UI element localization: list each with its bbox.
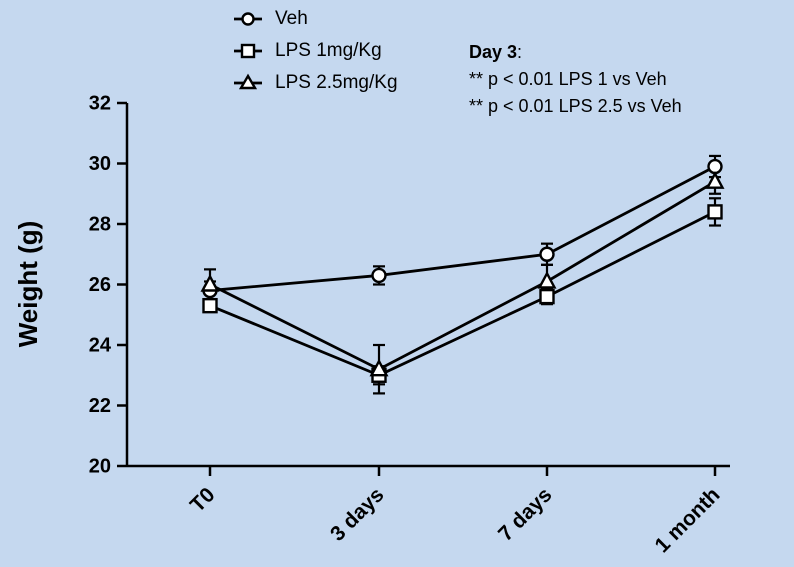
data-point-veh [539, 246, 555, 262]
series-line-lps1 [209, 210, 716, 377]
legend-triangle-icon [238, 73, 258, 90]
legend-circle-icon [241, 12, 255, 26]
data-point-lps1 [539, 288, 555, 305]
legend-label-veh: Veh [275, 8, 308, 29]
annotation-heading-rest: : [517, 42, 522, 62]
legend: Veh LPS 1mg/Kg LPS 2.5mg/Kg [234, 8, 398, 93]
series-line-lps25 [209, 180, 716, 371]
data-point-veh [371, 267, 387, 284]
y-tick-label: 32 [89, 92, 111, 114]
data-point-lps25 [200, 273, 220, 292]
y-tick-label: 20 [89, 455, 111, 477]
data-point-lps1 [202, 297, 218, 314]
legend-label-lps25: LPS 2.5mg/Kg [275, 72, 398, 93]
y-tick-label: 28 [89, 213, 111, 235]
series-line-veh [209, 165, 716, 292]
legend-item-veh: Veh [234, 8, 308, 29]
legend-item-lps1: LPS 1mg/Kg [234, 40, 382, 61]
annotation-line-1: ** p < 0.01 LPS 1 vs Veh [469, 69, 667, 89]
y-tick-label: 26 [89, 274, 111, 296]
legend-label-lps1: LPS 1mg/Kg [275, 40, 382, 61]
y-tick-label: 24 [89, 334, 112, 356]
data-point-lps25 [537, 270, 557, 289]
x-ticks: T0 3 days 7 days 1 month [186, 466, 725, 557]
series-lines [209, 165, 716, 377]
annotation-heading-bold: Day 3 [469, 42, 517, 62]
y-tick-label: 22 [89, 395, 111, 417]
data-point-lps25 [705, 171, 725, 189]
significance-annotation: Day 3: ** p < 0.01 LPS 1 vs Veh ** p < 0… [469, 42, 682, 116]
error-bars [204, 154, 721, 395]
legend-item-lps25: LPS 2.5mg/Kg [234, 72, 398, 93]
data-point-veh [707, 158, 723, 175]
annotation-heading: Day 3: [469, 42, 522, 62]
y-tick-label: 30 [89, 153, 111, 175]
data-point-lps25 [369, 358, 389, 377]
y-axis-label: Weight (g) [13, 221, 43, 348]
legend-square-icon [240, 43, 256, 59]
x-tick-label: 1 month [651, 483, 725, 557]
x-tick-label: 7 days [494, 483, 557, 546]
x-tick-label: T0 [186, 483, 220, 517]
data-point-lps1 [707, 204, 723, 220]
markers [200, 158, 725, 383]
y-ticks: 20 22 24 26 28 30 32 [89, 92, 127, 477]
x-tick-label: 3 days [326, 483, 389, 546]
annotation-line-2: ** p < 0.01 LPS 2.5 vs Veh [469, 96, 682, 116]
